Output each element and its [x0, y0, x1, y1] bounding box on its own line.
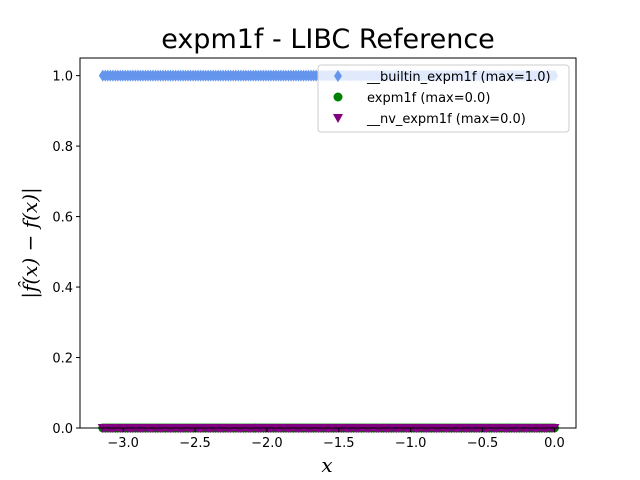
x-axis-label: x	[321, 453, 332, 477]
legend-label: __builtin_expm1f (max=1.0)	[366, 70, 551, 85]
y-tick-label: 1.0	[52, 70, 73, 85]
x-tick-label: 0.0	[544, 436, 565, 451]
x-tick-label: −1.0	[395, 436, 427, 451]
y-tick-label: 0.2	[52, 352, 73, 367]
chart-title: expm1f - LIBC Reference	[161, 24, 495, 55]
y-tick-label: 0.8	[52, 140, 73, 155]
y-tick-label: 0.6	[52, 211, 73, 226]
y-tick-label: 0.4	[52, 281, 73, 296]
y-axis-label: |f̂(x) − f(x)|	[18, 187, 43, 299]
x-tick-label: −2.5	[179, 436, 211, 451]
legend-label: __nv_expm1f (max=0.0)	[366, 112, 526, 127]
x-tick-label: −3.0	[107, 436, 139, 451]
legend: __builtin_expm1f (max=1.0) expm1f (max=0.…	[318, 65, 569, 132]
x-tick-label: −1.5	[323, 436, 355, 451]
x-tick-label: −2.0	[251, 436, 283, 451]
x-tick-label: −0.5	[467, 436, 499, 451]
y-tick-label: 0.0	[52, 422, 73, 437]
legend-label: expm1f (max=0.0)	[367, 91, 490, 106]
legend-marker	[334, 93, 343, 102]
